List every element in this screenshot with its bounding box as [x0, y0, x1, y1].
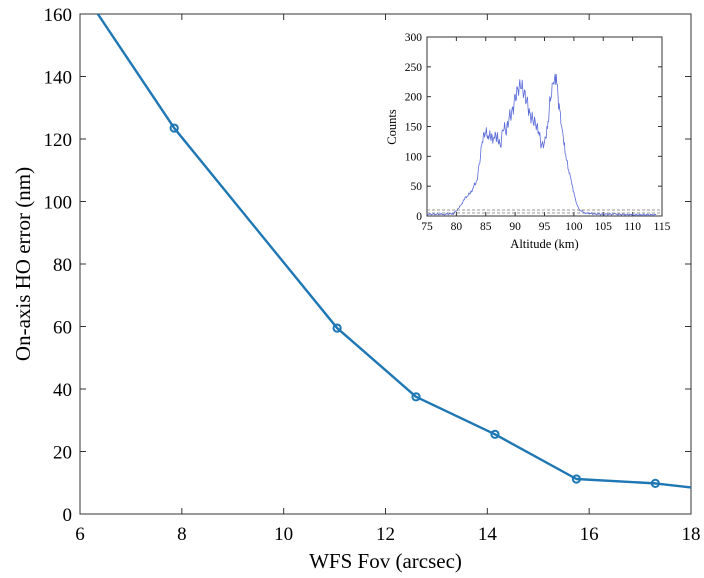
y-tick-label: 150	[405, 122, 423, 134]
inset-plot-frame	[426, 36, 663, 217]
y-tick-label: 50	[411, 181, 423, 193]
data-point	[490, 429, 500, 439]
x-tick-label: 75	[421, 221, 433, 233]
inset-y-axis-label: Counts	[385, 109, 399, 145]
x-tick-label: 105	[595, 221, 613, 233]
series-line	[96, 14, 691, 489]
data-point	[571, 474, 582, 484]
y-tick-label: 20	[53, 443, 72, 464]
y-tick-label: 100	[405, 151, 423, 163]
main-x-axis-label: WFS Fov (arcsec)	[309, 549, 462, 573]
x-tick-label: 95	[539, 221, 551, 233]
inset-series	[427, 73, 662, 216]
x-tick-label: 100	[565, 221, 583, 233]
x-tick-label: 8	[177, 524, 187, 545]
y-tick-label: 160	[44, 5, 73, 26]
x-tick-label: 18	[682, 524, 701, 545]
x-tick-label: 14	[478, 524, 498, 545]
y-tick-label: 0	[416, 211, 422, 223]
y-tick-label: 300	[405, 32, 423, 44]
x-tick-label: 16	[580, 524, 599, 545]
data-point	[650, 478, 660, 488]
y-tick-label: 120	[44, 130, 73, 151]
x-tick-label: 110	[624, 221, 641, 233]
y-tick-label: 0	[63, 505, 73, 526]
y-tick-label: 60	[53, 318, 72, 339]
y-tick-label: 80	[53, 255, 72, 276]
x-tick-label: 80	[451, 221, 463, 233]
data-point	[332, 323, 342, 333]
inset-x-axis-label: Altitude (km)	[510, 237, 578, 251]
main-series	[96, 14, 691, 489]
series-line	[427, 73, 657, 216]
x-tick-label: 6	[75, 524, 85, 545]
x-tick-label: 10	[274, 524, 293, 545]
y-tick-label: 250	[405, 62, 423, 74]
data-point	[411, 392, 421, 402]
x-tick-label: 12	[376, 524, 395, 545]
y-tick-label: 200	[405, 92, 423, 104]
y-tick-label: 140	[44, 68, 73, 89]
x-tick-label: 115	[654, 221, 671, 233]
y-tick-label: 40	[53, 380, 72, 401]
main-y-axis-label: On-axis HO error (nm)	[11, 167, 35, 361]
y-tick-label: 100	[44, 193, 73, 214]
x-tick-label: 90	[509, 221, 521, 233]
x-tick-label: 85	[480, 221, 492, 233]
main-axis-ticks: 6 8 10 12 14 16 18 0 20 40 60 80 100 120 140 160	[44, 5, 701, 545]
inset-axis-ticks: 75 80 85 90 95 100 105 110 115 0 50 100 150 200 250 300	[405, 32, 671, 233]
data-point	[169, 123, 179, 133]
